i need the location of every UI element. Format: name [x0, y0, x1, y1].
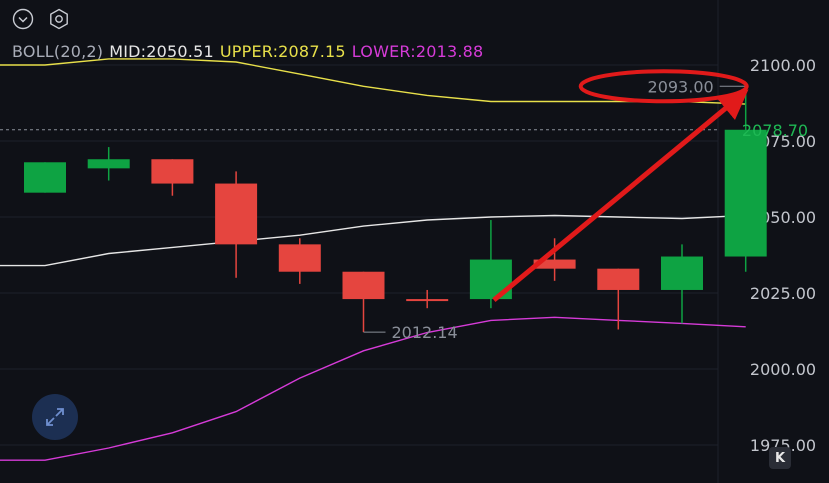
- candle-body-up: [24, 162, 66, 193]
- expand-button[interactable]: [32, 394, 78, 440]
- candle-body-down: [215, 183, 258, 245]
- boll-mid-line: [0, 214, 746, 267]
- y-tick-label: 2025.00: [750, 284, 816, 303]
- boll-lower-line: [0, 316, 746, 461]
- y-tick-label: 2000.00: [750, 360, 816, 379]
- boll-upper-line: [0, 58, 746, 105]
- upper-value: UPPER:2087.15: [219, 42, 346, 61]
- k-logo-button[interactable]: K: [769, 447, 791, 469]
- candle-body-down: [151, 159, 194, 184]
- expand-icon: [46, 408, 64, 426]
- candle-body-up: [87, 159, 130, 169]
- annotation-circle: [578, 69, 749, 104]
- candle-body-down: [533, 259, 576, 269]
- y-tick-label: 2100.00: [750, 56, 816, 75]
- candle-body-down: [406, 299, 449, 302]
- candle-body-up: [724, 129, 767, 257]
- mid-value: MID:2050.51: [109, 42, 214, 61]
- high-marker-label: 2093.00: [648, 77, 714, 96]
- candle-body-down: [278, 244, 321, 272]
- settings-icon[interactable]: [48, 8, 70, 30]
- candle-body-up: [661, 256, 703, 290]
- candle-body-down: [597, 268, 640, 290]
- y-tick-label: 1975.00: [750, 436, 816, 455]
- indicator-name: BOLL(20,2): [12, 42, 104, 61]
- chevron-down-icon[interactable]: [12, 8, 34, 30]
- boll-legend: BOLL(20,2) MID:2050.51 UPPER:2087.15 LOWER:…: [12, 42, 489, 61]
- current-price-label: 2078.70: [742, 121, 808, 140]
- candle-body-down: [342, 271, 385, 300]
- low-marker-label: 2012.14: [392, 323, 458, 342]
- annotation-arrow: [492, 89, 749, 303]
- lower-value: LOWER:2013.88: [351, 42, 484, 61]
